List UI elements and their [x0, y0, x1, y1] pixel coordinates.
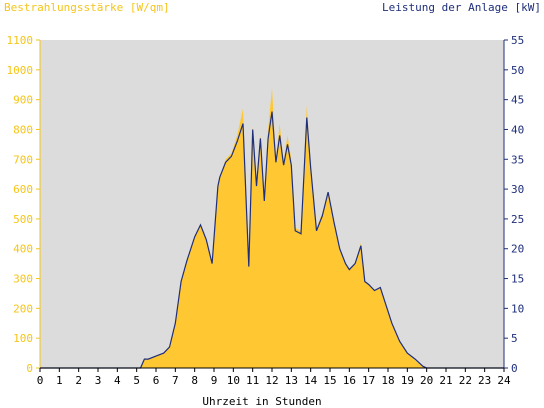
- y-left-tick-label: 1100: [7, 34, 34, 47]
- y-right-tick-label: 10: [511, 302, 524, 315]
- y-right-tick-label: 15: [511, 273, 524, 286]
- y-left-tick-label: 700: [13, 153, 33, 166]
- y-right-tick-label: 5: [511, 332, 518, 345]
- x-tick-label: 17: [362, 374, 375, 387]
- x-tick-label: 9: [211, 374, 218, 387]
- y-right-tick-label: 25: [511, 213, 524, 226]
- x-tick-label: 2: [75, 374, 82, 387]
- x-tick-label: 21: [439, 374, 452, 387]
- x-axis-title: Uhrzeit in Stunden: [202, 395, 321, 408]
- x-tick-label: 4: [114, 374, 121, 387]
- y-left-tick-label: 0: [26, 362, 33, 375]
- left-axis-title: Bestrahlungsstärke [W/qm]: [4, 1, 170, 14]
- x-tick-label: 20: [420, 374, 433, 387]
- y-left-tick-label: 900: [13, 94, 33, 107]
- y-right-tick-label: 45: [511, 94, 524, 107]
- x-tick-label: 6: [153, 374, 160, 387]
- right-axis-title: Leistung der Anlage [kW]: [382, 1, 541, 14]
- x-tick-label: 8: [191, 374, 198, 387]
- x-tick-label: 24: [497, 374, 511, 387]
- x-tick-label: 5: [133, 374, 140, 387]
- y-left-tick-label: 300: [13, 273, 33, 286]
- axis-layer: 0100200300400500600700800900100011000510…: [7, 34, 525, 387]
- x-tick-label: 12: [265, 374, 278, 387]
- series-layer: [40, 87, 504, 369]
- x-tick-label: 16: [343, 374, 356, 387]
- x-tick-label: 3: [95, 374, 102, 387]
- x-tick-label: 1: [56, 374, 63, 387]
- y-left-tick-label: 800: [13, 123, 33, 136]
- power-line: [40, 111, 504, 369]
- y-right-tick-label: 0: [511, 362, 518, 375]
- x-tick-label: 22: [459, 374, 472, 387]
- x-tick-label: 13: [285, 374, 298, 387]
- x-tick-label: 7: [172, 374, 179, 387]
- x-tick-label: 19: [401, 374, 414, 387]
- y-left-tick-label: 100: [13, 332, 33, 345]
- x-tick-label: 10: [227, 374, 240, 387]
- x-tick-label: 11: [246, 374, 259, 387]
- y-left-tick-label: 600: [13, 183, 33, 196]
- y-right-tick-label: 20: [511, 243, 524, 256]
- irradiance-area: [40, 87, 504, 368]
- y-left-tick-label: 1000: [7, 64, 34, 77]
- y-right-tick-label: 35: [511, 153, 524, 166]
- y-left-tick-label: 500: [13, 213, 33, 226]
- x-tick-label: 23: [478, 374, 491, 387]
- x-tick-label: 15: [323, 374, 336, 387]
- y-right-tick-label: 40: [511, 123, 524, 136]
- y-right-tick-label: 55: [511, 34, 524, 47]
- y-left-tick-label: 200: [13, 302, 33, 315]
- x-tick-label: 18: [381, 374, 394, 387]
- x-tick-label: 0: [37, 374, 44, 387]
- y-right-tick-label: 50: [511, 64, 524, 77]
- y-left-tick-label: 400: [13, 243, 33, 256]
- y-right-tick-label: 30: [511, 183, 524, 196]
- x-tick-label: 14: [304, 374, 318, 387]
